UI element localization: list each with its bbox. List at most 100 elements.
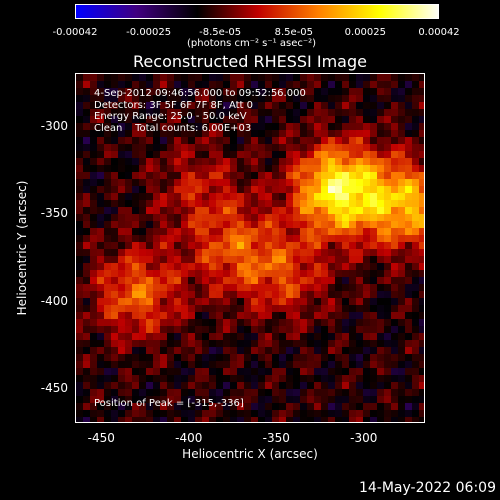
heatmap-cell xyxy=(279,172,287,180)
heatmap-cell xyxy=(132,417,140,422)
heatmap-cell xyxy=(328,340,336,348)
heatmap-cell xyxy=(377,130,385,138)
heatmap-cell xyxy=(125,221,133,229)
heatmap-cell xyxy=(104,249,112,257)
heatmap-cell xyxy=(342,186,350,194)
heatmap-cell xyxy=(300,277,308,285)
heatmap-cell xyxy=(356,228,364,236)
heatmap-cell xyxy=(104,403,112,411)
heatmap-cell xyxy=(370,165,378,173)
heatmap-cell xyxy=(321,382,329,390)
heatmap-cell xyxy=(272,361,280,369)
heatmap-cell xyxy=(384,326,392,334)
heatmap-cell xyxy=(97,130,105,138)
heatmap-cell xyxy=(104,298,112,306)
heatmap-cell xyxy=(286,102,294,110)
heatmap-cell xyxy=(153,284,161,292)
heatmap-cell xyxy=(125,172,133,180)
heatmap-cell xyxy=(328,361,336,369)
heatmap-cell xyxy=(335,319,343,327)
heatmap-cell xyxy=(272,270,280,278)
heatmap-cell xyxy=(300,319,308,327)
heatmap-cell xyxy=(293,396,301,404)
heatmap-cell xyxy=(118,172,126,180)
heatmap-cell xyxy=(349,151,357,159)
heatmap-cell xyxy=(111,81,119,89)
heatmap-cell xyxy=(125,165,133,173)
heatmap-cell xyxy=(405,284,413,292)
heatmap-cell xyxy=(202,263,210,271)
heatmap-cell xyxy=(118,235,126,243)
heatmap-cell xyxy=(111,235,119,243)
heatmap-cell xyxy=(216,270,224,278)
heatmap-cell xyxy=(314,74,322,82)
heatmap-cell xyxy=(398,179,406,187)
heatmap-cell xyxy=(412,403,420,411)
heatmap-cell xyxy=(97,333,105,341)
heatmap-cell xyxy=(293,361,301,369)
heatmap-cell xyxy=(335,123,343,131)
heatmap-cell xyxy=(363,102,371,110)
heatmap-cell xyxy=(363,277,371,285)
heatmap-cell xyxy=(132,263,140,271)
heatmap-cell xyxy=(195,256,203,264)
heatmap-cell xyxy=(363,298,371,306)
heatmap-cell xyxy=(391,235,399,243)
heatmap-cell xyxy=(104,151,112,159)
heatmap-cell xyxy=(223,235,231,243)
heatmap-cell xyxy=(307,221,315,229)
heatmap-cell xyxy=(300,130,308,138)
heatmap-cell xyxy=(391,361,399,369)
heatmap-cell xyxy=(384,340,392,348)
heatmap-cell xyxy=(153,417,161,422)
heatmap-cell xyxy=(97,284,105,292)
heatmap-cell xyxy=(118,333,126,341)
heatmap-cell xyxy=(321,137,329,145)
heatmap-cell xyxy=(244,263,252,271)
heatmap-cell xyxy=(104,305,112,313)
heatmap-cell xyxy=(209,186,217,194)
heatmap-cell xyxy=(321,375,329,383)
heatmap-cell xyxy=(83,277,91,285)
heatmap-cell xyxy=(132,221,140,229)
heatmap-cell xyxy=(90,361,98,369)
heatmap-cell xyxy=(244,144,252,152)
heatmap-cell xyxy=(83,88,91,96)
heatmap-cell xyxy=(314,354,322,362)
heatmap-cell xyxy=(195,130,203,138)
heatmap-cell xyxy=(384,375,392,383)
heatmap-cell xyxy=(356,214,364,222)
heatmap-cell xyxy=(300,186,308,194)
heatmap-cell xyxy=(342,319,350,327)
heatmap-cell xyxy=(146,81,154,89)
heatmap-cell xyxy=(307,144,315,152)
heatmap-cell xyxy=(174,137,182,145)
heatmap-cell xyxy=(342,116,350,124)
heatmap-cell xyxy=(349,130,357,138)
heatmap-cell xyxy=(244,256,252,264)
heatmap-cell xyxy=(342,207,350,215)
heatmap-cell xyxy=(405,347,413,355)
heatmap-cell xyxy=(76,256,84,264)
heatmap-cell xyxy=(216,116,224,124)
heatmap-cell xyxy=(104,186,112,194)
heatmap-cell xyxy=(118,193,126,201)
heatmap-cell xyxy=(272,333,280,341)
heatmap-cell xyxy=(272,242,280,250)
heatmap-cell xyxy=(384,207,392,215)
heatmap-cell xyxy=(83,81,91,89)
heatmap-cell xyxy=(76,130,84,138)
heatmap-cell xyxy=(286,382,294,390)
heatmap-cell xyxy=(335,326,343,334)
heatmap-cell xyxy=(202,221,210,229)
heatmap-cell xyxy=(328,221,336,229)
heatmap-cell xyxy=(216,228,224,236)
heatmap-cell xyxy=(223,116,231,124)
heatmap-cell xyxy=(181,368,189,376)
heatmap-cell xyxy=(335,298,343,306)
heatmap-cell xyxy=(90,256,98,264)
heatmap-cell xyxy=(104,193,112,201)
heatmap-cell xyxy=(223,368,231,376)
heatmap-cell xyxy=(363,207,371,215)
heatmap-cell xyxy=(370,305,378,313)
